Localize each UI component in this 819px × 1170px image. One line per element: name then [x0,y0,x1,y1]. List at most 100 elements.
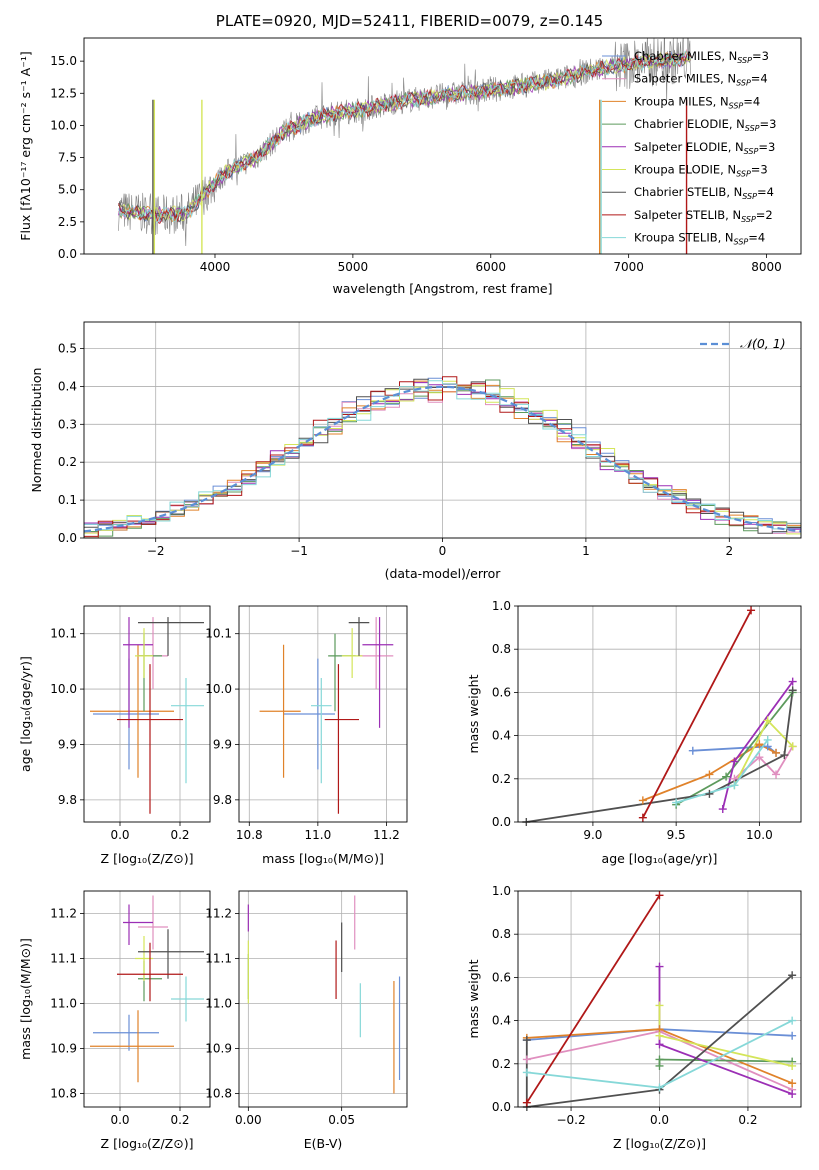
mass-weight-marker [788,1061,797,1070]
age_vs_mass-axes: 10.8 11.0 11.2 9.8 9.9 10.0 10.1 [205,606,407,842]
spectrum-axes: 4000 5000 6000 7000 8000 0.0 2.5 5.0 7.5 10.0 12.5… [50,54,782,274]
mass-weight-marker [788,1016,797,1025]
x-axis-label: Z [log₁₀(Z/Z⊙)] [101,851,194,866]
residual-histogram-step [84,380,801,538]
mass_vs_ebv-axes: 0.00 0.05 10.8 10.9 11.0 11.1 11.2 [205,891,407,1127]
weight_vs_age-plot-area [526,609,794,822]
x-axis-label: age [log₁₀(age/yr)] [602,851,718,866]
x-tick-label: −0.2 [556,1113,585,1127]
y-tick-label: 1.0 [492,599,511,613]
y-tick-label: 0.6 [492,685,511,699]
y-tick-label: 11.2 [50,907,77,921]
model-spectrum-line [118,51,692,222]
mass-weight-marker [655,891,664,900]
normal-curve [84,385,801,533]
mass-weight-marker [730,781,739,790]
x-tick-label: −2 [147,544,165,558]
y-tick-label: 0.6 [492,970,511,984]
age_vs_Z-plot-area [90,617,204,814]
y-tick-label: 0.0 [58,531,77,545]
axes-frame [517,605,802,823]
x-tick-label: 9.5 [667,828,686,842]
y-tick-label: 0.2 [492,1057,511,1071]
x-tick-label: 1 [582,544,590,558]
model-spectrum-line [118,51,691,224]
mass-weight-marker [705,770,714,779]
y-tick-label: 10.1 [50,627,77,641]
y-tick-label: 0.0 [492,1100,511,1114]
y-tick-label: 7.5 [58,151,77,165]
mass-weight-marker [722,772,731,781]
mass-weight-marker [522,1036,531,1045]
y-tick-label: 0.4 [492,1014,511,1028]
mass-weight-line [526,690,794,822]
axes-frame [238,890,408,1108]
y-tick-label: 0.0 [492,815,511,829]
mass-weight-marker [780,751,789,760]
y-tick-label: 0.8 [492,927,511,941]
y-tick-label: 10.8 [50,1087,77,1101]
axes-frame [83,605,211,823]
mass-weight-marker [788,1090,797,1099]
axes-frame [517,890,802,1108]
x-tick-label: 0.2 [738,1113,757,1127]
y-tick-label: 0.4 [492,729,511,743]
y-axis-label: age [log₁₀(age/yr)] [18,656,33,772]
x-tick-label: 5000 [338,260,369,274]
mass-weight-marker [788,686,797,695]
y-tick-label: 0.2 [58,455,77,469]
y-axis-label: mass weight [466,959,481,1038]
mass-weight-line [526,894,661,1104]
mass-weight-marker [747,606,756,615]
y-tick-label: 11.2 [205,907,232,921]
x-tick-label: 11.2 [373,828,400,842]
mass-weight-marker [788,742,797,751]
legend-label: Kroupa STELIB, NSSP=4 [634,231,765,247]
x-tick-label: 2 [725,544,733,558]
mass-weight-marker [655,962,664,971]
x-tick-label: 10.0 [746,828,773,842]
legend-label: Kroupa ELODIE, NSSP=3 [634,163,768,179]
mass-weight-marker [772,770,781,779]
y-tick-label: 10.0 [50,118,77,132]
y-tick-label: 9.8 [213,793,232,807]
x-tick-label: 0.00 [235,1113,262,1127]
y-tick-label: 2.5 [58,215,77,229]
y-tick-label: 9.8 [58,793,77,807]
legend-label: Salpeter MILES, NSSP=4 [634,72,768,88]
model-spectrum-line [118,50,692,224]
x-tick-label: 10.8 [236,828,263,842]
x-tick-label: 11.0 [304,828,331,842]
x-tick-label: 8000 [751,260,782,274]
mass-weight-marker [655,1001,664,1010]
axes-frame [83,321,802,539]
x-axis-label: mass [log₁₀(M/M⊙)] [262,851,384,866]
mass-weight-marker [755,753,764,762]
y-tick-label: 12.5 [50,86,77,100]
observed-spectrum-line [118,38,691,247]
x-axis-label: (data-model)/error [385,566,502,581]
mass-weight-marker [688,746,697,755]
x-tick-label: 0.05 [328,1113,355,1127]
y-tick-label: 10.9 [205,1042,232,1056]
mass-weight-line [658,1058,793,1066]
y-tick-label: 0.4 [58,379,77,393]
mass-weight-marker [522,1068,531,1077]
y-tick-label: 10.0 [205,682,232,696]
y-tick-label: 9.9 [213,737,232,751]
weight_vs_age-axes: 9.0 9.5 10.0 0.0 0.2 0.4 0.6 0.8 1.0 [492,599,801,842]
mass-weight-marker [638,813,647,822]
y-tick-label: 0.8 [492,642,511,656]
x-tick-label: 7000 [613,260,644,274]
mass-weight-marker [763,735,772,744]
x-tick-label: 6000 [475,260,506,274]
x-tick-label: 0.0 [650,1113,669,1127]
legend-label: Chabrier MILES, NSSP=3 [634,49,769,65]
mass-weight-marker [655,1040,664,1049]
mass-weight-marker [772,748,781,757]
legend-label: Salpeter STELIB, NSSP=2 [634,208,773,224]
x-tick-label: 0.0 [110,1113,129,1127]
mass-weight-marker [522,1098,531,1107]
y-tick-label: 5.0 [58,183,77,197]
